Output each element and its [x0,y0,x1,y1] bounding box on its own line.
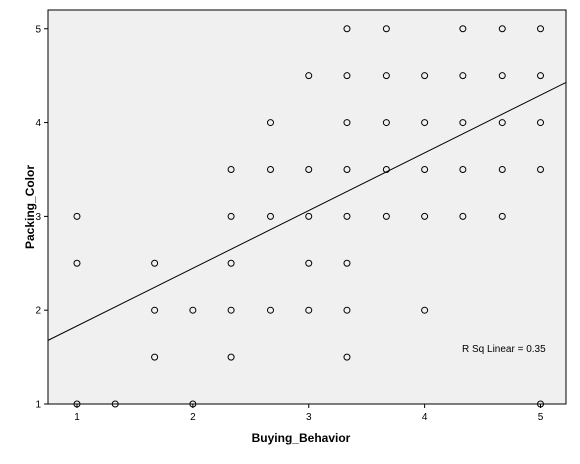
data-point [459,25,467,33]
data-point [343,72,351,80]
data-point [343,259,351,267]
data-point [111,400,119,408]
y-tick-label: 4 [35,118,41,129]
data-point [227,212,235,220]
data-point [343,306,351,314]
x-tick-label: 4 [422,412,428,423]
data-point [305,306,313,314]
data-point [73,259,81,267]
regression-line [47,82,567,341]
data-point [73,212,81,220]
data-point [266,306,274,314]
data-point [498,25,506,33]
x-tick-label: 3 [306,412,312,423]
y-axis-title: Packing_Color [23,165,37,249]
x-tick-label: 5 [538,412,544,423]
data-point [421,212,429,220]
data-point [459,212,467,220]
y-tick-label: 5 [35,24,41,35]
data-point [498,212,506,220]
data-point [227,165,235,173]
data-point [382,72,390,80]
data-point [537,72,545,80]
y-tick-label: 3 [35,212,41,223]
data-point [305,259,313,267]
data-point [227,306,235,314]
data-point [537,165,545,173]
data-point [537,400,545,408]
data-point [498,165,506,173]
data-point [343,25,351,33]
data-point [537,119,545,127]
r-squared-label: R Sq Linear = 0.35 [462,344,546,355]
data-point [459,72,467,80]
data-point [305,72,313,80]
data-point [266,165,274,173]
data-point [189,400,197,408]
data-point [421,165,429,173]
data-point [421,306,429,314]
data-point [459,119,467,127]
data-point [266,119,274,127]
y-axis-ticks: 1 2 3 4 5 [35,24,48,411]
x-axis-ticks: 1 2 3 4 5 [74,404,544,423]
x-tick-label: 2 [190,412,196,423]
data-point [498,119,506,127]
data-point [227,353,235,361]
data-point [421,119,429,127]
data-points [73,25,545,408]
data-point [498,72,506,80]
data-point [151,306,159,314]
data-point [421,72,429,80]
data-point [151,259,159,267]
data-point [227,259,235,267]
data-point [343,353,351,361]
data-point [266,212,274,220]
data-point [537,25,545,33]
x-axis-title: Buying_Behavior [252,431,351,445]
data-point [343,165,351,173]
x-tick-label: 1 [74,412,80,423]
data-point [151,353,159,361]
data-point [382,212,390,220]
data-point [189,306,197,314]
plot-area [47,9,567,405]
data-point [73,400,81,408]
data-point [343,212,351,220]
data-point [382,165,390,173]
data-point [305,212,313,220]
data-point [343,119,351,127]
data-point [382,25,390,33]
data-point [305,165,313,173]
data-point [459,165,467,173]
y-tick-label: 2 [35,306,41,317]
data-point [382,119,390,127]
y-tick-label: 1 [35,400,41,411]
